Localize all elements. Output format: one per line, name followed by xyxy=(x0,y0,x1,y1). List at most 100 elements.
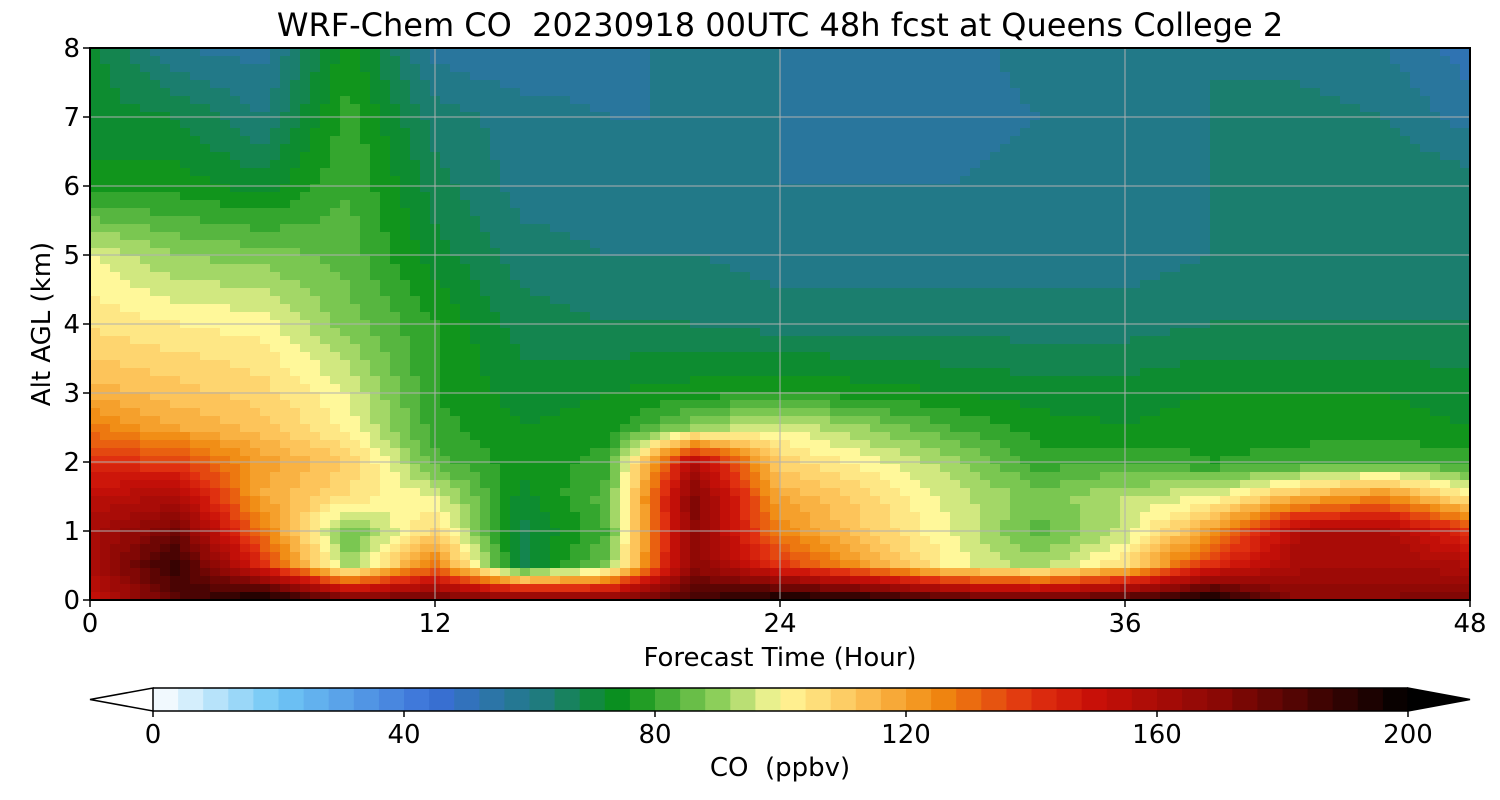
heatmap-cell xyxy=(510,200,521,209)
heatmap-cell xyxy=(700,168,711,177)
heatmap-cell xyxy=(720,264,731,273)
heatmap-cell xyxy=(140,256,151,265)
heatmap-cell xyxy=(210,248,221,257)
heatmap-cell xyxy=(780,480,791,489)
heatmap-cell xyxy=(670,576,681,585)
heatmap-cell xyxy=(140,448,151,457)
heatmap-cell xyxy=(550,152,561,161)
heatmap-cell xyxy=(420,448,431,457)
heatmap-cell xyxy=(750,296,761,305)
heatmap-cell xyxy=(260,584,271,593)
heatmap-cell xyxy=(330,432,341,441)
heatmap-cell xyxy=(120,480,131,489)
heatmap-cell xyxy=(500,440,511,449)
heatmap-cell xyxy=(280,208,291,217)
heatmap-cell xyxy=(490,560,501,569)
heatmap-cell xyxy=(550,192,561,201)
heatmap-cell xyxy=(380,176,391,185)
heatmap-cell xyxy=(400,512,411,521)
heatmap-cell xyxy=(550,344,561,353)
heatmap-cell xyxy=(200,464,211,473)
heatmap-cell xyxy=(810,208,821,217)
heatmap-cell xyxy=(180,576,191,585)
heatmap-cell xyxy=(450,408,461,417)
heatmap-cell xyxy=(250,120,261,129)
heatmap-cell xyxy=(200,472,211,481)
heatmap-cell xyxy=(800,336,811,345)
heatmap-cell xyxy=(100,160,111,169)
heatmap-cell xyxy=(160,232,171,241)
heatmap-cell xyxy=(440,120,451,129)
heatmap-cell xyxy=(160,168,171,177)
heatmap-cell xyxy=(450,168,461,177)
heatmap-cell xyxy=(790,488,801,497)
heatmap-cell xyxy=(700,176,711,185)
heatmap-cell xyxy=(440,208,451,217)
heatmap-cell xyxy=(530,336,541,345)
heatmap-cell xyxy=(110,56,121,65)
heatmap-cell xyxy=(560,456,571,465)
heatmap-cell xyxy=(420,288,431,297)
heatmap-cell xyxy=(410,216,421,225)
heatmap-cell xyxy=(420,160,431,169)
heatmap-cell xyxy=(660,560,671,569)
heatmap-cell xyxy=(560,544,571,553)
heatmap-cell xyxy=(750,152,761,161)
heatmap-cell xyxy=(770,288,781,297)
heatmap-cell xyxy=(510,384,521,393)
heatmap-cell xyxy=(770,576,781,585)
heatmap-cell xyxy=(640,536,651,545)
heatmap-cell xyxy=(560,576,571,585)
heatmap-cell xyxy=(670,216,681,225)
heatmap-cell xyxy=(190,360,201,369)
heatmap-cell xyxy=(140,224,151,233)
heatmap-cell xyxy=(740,232,751,241)
heatmap-cell xyxy=(520,72,531,81)
heatmap-cell xyxy=(630,248,641,257)
heatmap-cell xyxy=(270,96,281,105)
heatmap-cell xyxy=(300,64,311,73)
heatmap-cell xyxy=(170,328,181,337)
heatmap-cell xyxy=(800,384,811,393)
heatmap-cell xyxy=(500,240,511,249)
heatmap-cell xyxy=(580,112,591,121)
heatmap-cell xyxy=(170,456,181,465)
heatmap-cell xyxy=(180,424,191,433)
heatmap-cell xyxy=(730,72,741,81)
heatmap-cell xyxy=(780,112,791,121)
heatmap-cell xyxy=(150,256,161,265)
heatmap-cell xyxy=(190,256,201,265)
heatmap-cell xyxy=(130,328,141,337)
heatmap-cell xyxy=(400,120,411,129)
heatmap-cell xyxy=(360,232,371,241)
heatmap-cell xyxy=(470,336,481,345)
heatmap-cell xyxy=(390,256,401,265)
heatmap-cell xyxy=(350,208,361,217)
heatmap-cell xyxy=(510,232,521,241)
heatmap-cell xyxy=(460,488,471,497)
heatmap-cell xyxy=(370,56,381,65)
heatmap-cell xyxy=(510,72,521,81)
heatmap-cell xyxy=(740,88,751,97)
heatmap-cell xyxy=(140,416,151,425)
heatmap-cell xyxy=(480,512,491,521)
heatmap-cell xyxy=(240,104,251,113)
heatmap-cell xyxy=(200,304,211,313)
heatmap-cell xyxy=(600,432,611,441)
heatmap-cell xyxy=(240,400,251,409)
heatmap-cell xyxy=(740,48,751,57)
heatmap-cell xyxy=(710,352,721,361)
heatmap-cell xyxy=(470,472,481,481)
heatmap-cell xyxy=(300,96,311,105)
heatmap-cell xyxy=(700,440,711,449)
heatmap-cell xyxy=(660,64,671,73)
heatmap-cell xyxy=(240,384,251,393)
heatmap-cell xyxy=(660,568,671,577)
heatmap-cell xyxy=(750,392,761,401)
heatmap-cell xyxy=(470,576,481,585)
heatmap-cell xyxy=(670,528,681,537)
heatmap-cell xyxy=(580,232,591,241)
heatmap-cell xyxy=(380,432,391,441)
heatmap-cell xyxy=(250,464,261,473)
heatmap-cell xyxy=(220,376,231,385)
